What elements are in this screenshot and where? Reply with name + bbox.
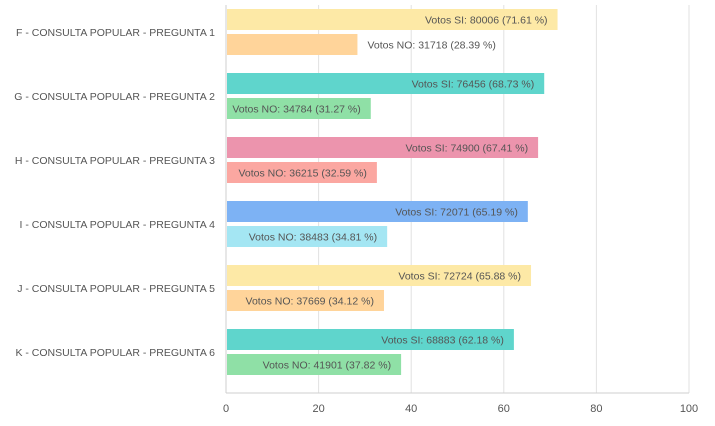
bar-si bbox=[227, 329, 514, 350]
bar-si-label: Votos SI: 72071 (65.19 %) bbox=[395, 207, 518, 219]
category-label: J - CONSULTA POPULAR - PREGUNTA 5 bbox=[17, 283, 215, 295]
bar-no bbox=[227, 98, 371, 119]
bar-no bbox=[227, 354, 402, 375]
category-label: I - CONSULTA POPULAR - PREGUNTA 4 bbox=[20, 219, 216, 231]
category-label: H - CONSULTA POPULAR - PREGUNTA 3 bbox=[15, 155, 215, 167]
bar-si bbox=[227, 73, 545, 94]
bar-no-label: Votos NO: 38483 (34.81 %) bbox=[249, 232, 377, 244]
x-tick-label: 60 bbox=[498, 403, 510, 415]
bar-no-label: Votos NO: 34784 (31.27 %) bbox=[232, 104, 360, 116]
bar-no bbox=[227, 290, 384, 311]
bar-si bbox=[227, 137, 539, 158]
bar-no-label: Votos NO: 31718 (28.39 %) bbox=[367, 40, 495, 52]
bar-si-label: Votos SI: 72724 (65.88 %) bbox=[398, 271, 521, 283]
bar-no-label: Votos NO: 36215 (32.59 %) bbox=[238, 168, 366, 180]
bar-no bbox=[227, 162, 377, 183]
bar-si bbox=[227, 9, 558, 30]
bar-si-label: Votos SI: 74900 (67.41 %) bbox=[406, 143, 529, 155]
category-label: G - CONSULTA POPULAR - PREGUNTA 2 bbox=[14, 91, 215, 103]
x-tick-label: 40 bbox=[405, 403, 417, 415]
bar-si-label: Votos SI: 68883 (62.18 %) bbox=[381, 335, 504, 347]
x-tick-label: 100 bbox=[680, 403, 698, 415]
bar-si bbox=[227, 201, 528, 222]
category-label: K - CONSULTA POPULAR - PREGUNTA 6 bbox=[15, 347, 215, 359]
bar-si-label: Votos SI: 80006 (71.61 %) bbox=[425, 15, 548, 27]
category-label: F - CONSULTA POPULAR - PREGUNTA 1 bbox=[16, 27, 215, 39]
x-tick-label: 0 bbox=[223, 403, 229, 415]
bar-no-label: Votos NO: 41901 (37.82 %) bbox=[263, 360, 391, 372]
x-tick-label: 80 bbox=[590, 403, 602, 415]
bar-no bbox=[227, 34, 358, 55]
x-tick-label: 20 bbox=[312, 403, 324, 415]
bar-si bbox=[227, 265, 532, 286]
bar-no bbox=[227, 226, 388, 247]
bar-no-label: Votos NO: 37669 (34.12 %) bbox=[246, 296, 374, 308]
bar-si-label: Votos SI: 76456 (68.73 %) bbox=[412, 79, 535, 91]
